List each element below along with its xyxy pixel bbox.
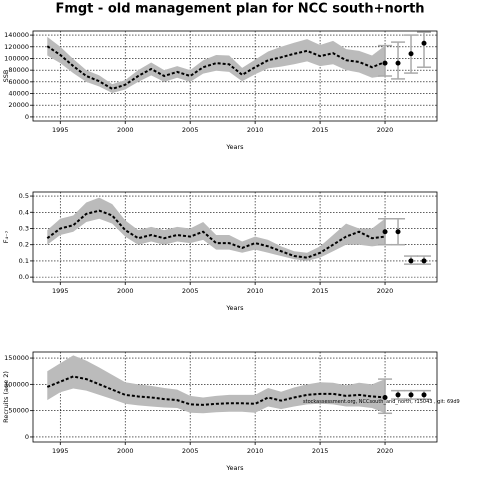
y-tick-label: 100000: [4, 54, 29, 62]
x-tick-label: 2000: [117, 447, 134, 455]
estimate-line: [46, 209, 386, 259]
y-axis-label: F₄₋₇: [2, 230, 10, 243]
confidence-band: [47, 197, 386, 261]
point: [382, 229, 388, 235]
y-tick-label: 140000: [4, 31, 29, 39]
y-tick-label: 0.2: [19, 241, 29, 249]
x-tick-label: 2010: [247, 447, 264, 455]
y-tick-label: 60000: [8, 78, 29, 86]
y-axis-label: SSB: [2, 70, 10, 83]
x-tick-label: 2015: [312, 447, 329, 455]
x-tick-label: 2000: [117, 126, 134, 134]
estimate-line: [46, 45, 386, 90]
x-tick-label: 2005: [182, 287, 199, 295]
x-tick-label: 2020: [377, 126, 394, 134]
plot-frame: [32, 351, 438, 443]
point: [382, 394, 388, 400]
plot-frame: [32, 191, 438, 283]
x-tick-label: 2010: [247, 287, 264, 295]
point: [408, 392, 414, 398]
confidence-band: [47, 355, 386, 414]
x-tick-label: 2020: [377, 287, 394, 295]
plot-frame: [32, 30, 438, 122]
point: [421, 40, 427, 46]
x-tick-label: 1995: [52, 287, 69, 295]
y-tick-label: 0: [25, 113, 29, 121]
point: [408, 258, 414, 264]
x-tick-label: 2010: [247, 126, 264, 134]
y-tick-label: 100000: [4, 380, 29, 388]
y-tick-label: 120000: [4, 43, 29, 51]
point: [395, 60, 401, 66]
y-tick-label: 0.4: [19, 208, 29, 216]
y-tick-label: 0.0: [19, 273, 29, 281]
x-tick-label: 2015: [312, 126, 329, 134]
y-tick-label: 150000: [4, 354, 29, 362]
x-axis-label: Years: [225, 304, 244, 312]
point: [395, 229, 401, 235]
point: [408, 51, 414, 57]
annotation: stockassessment.org, NCCsouth_and_north,…: [303, 399, 460, 405]
point: [382, 60, 388, 66]
estimate-line: [46, 375, 386, 406]
y-tick-label: 0.5: [19, 192, 29, 200]
confidence-band: [47, 36, 386, 93]
point: [395, 392, 401, 398]
x-tick-label: 2005: [182, 126, 199, 134]
y-tick-label: 50000: [8, 407, 29, 415]
point: [421, 392, 427, 398]
y-tick-label: 80000: [8, 66, 29, 74]
x-tick-label: 1995: [52, 447, 69, 455]
x-tick-label: 2015: [312, 287, 329, 295]
x-axis-label: Years: [225, 143, 244, 151]
y-tick-label: 0.3: [19, 224, 29, 232]
x-tick-label: 1995: [52, 126, 69, 134]
x-axis-label: Years: [225, 464, 244, 472]
x-tick-label: 2005: [182, 447, 199, 455]
y-axis-label: Recruits (age 2): [2, 371, 10, 423]
y-tick-label: 20000: [8, 101, 29, 109]
figure-title: Fmgt - old management plan for NCC south…: [55, 2, 424, 17]
y-tick-label: 40000: [8, 90, 29, 98]
point: [421, 258, 427, 264]
x-tick-label: 2000: [117, 287, 134, 295]
x-tick-label: 2020: [377, 447, 394, 455]
y-tick-label: 0: [25, 433, 29, 441]
y-tick-label: 0.1: [19, 257, 29, 265]
